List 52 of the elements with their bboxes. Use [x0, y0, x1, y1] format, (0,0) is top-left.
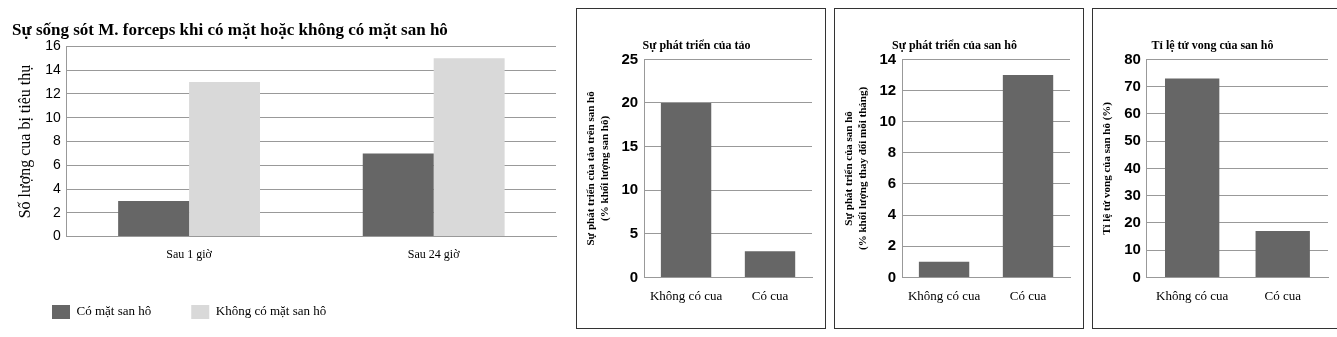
- legend-label: Không có mặt san hô: [215, 303, 327, 319]
- chart-title: Sự phát triển của tảo: [642, 38, 751, 53]
- x-tick-label: Không có cua: [649, 287, 723, 303]
- y-tick-label: 6: [887, 174, 897, 192]
- x-tick-label: Không có cua: [907, 287, 981, 303]
- y-tick-label: 0: [629, 267, 639, 285]
- y-axis-title: Số lượng cua bị tiêu thụ: [15, 64, 34, 219]
- y-tick-label: 80: [1124, 49, 1141, 67]
- chart-title: Sự sống sót M. forceps khi có mặt hoặc không có mặt san hô: [12, 19, 448, 39]
- legend-label: Có mặt san hô: [76, 303, 152, 319]
- y-tick-label: 12: [879, 80, 897, 98]
- y-tick-label: 0: [52, 227, 61, 244]
- y-tick-label: 20: [1124, 213, 1141, 231]
- y-axis-title: Sự phát triển của san hô (% khối lượng thay đổi mỗi tháng): [842, 86, 869, 250]
- x-tick-label: Có cua: [751, 287, 789, 303]
- y-tick-label: 0: [887, 267, 897, 285]
- y-tick-label: 8: [887, 142, 897, 160]
- y-tick-label: 40: [1124, 158, 1141, 176]
- y-tick-label: 30: [1124, 185, 1141, 203]
- x-tick-label: Có cua: [1009, 287, 1047, 303]
- y-tick-label: 5: [629, 223, 639, 241]
- bar: [189, 82, 261, 237]
- y-tick-label: 12: [45, 84, 61, 101]
- y-tick-label: 2: [887, 236, 897, 254]
- y-tick-label: 15: [621, 136, 639, 154]
- x-tick-label: Sau 1 giờ: [166, 246, 213, 261]
- y-tick-label: 60: [1124, 104, 1141, 122]
- x-tick-label: Không có cua: [1156, 287, 1229, 303]
- y-tick-label: 25: [621, 49, 639, 67]
- y-tick-label: 6: [52, 156, 61, 173]
- bar: [433, 58, 505, 237]
- y-tick-label: 10: [879, 111, 897, 129]
- y-tick-label: 8: [52, 132, 61, 149]
- y-tick-label: 50: [1124, 131, 1141, 149]
- y-tick-label: 16: [45, 37, 61, 54]
- y-tick-label: 2: [52, 203, 61, 220]
- y-tick-label: 10: [1124, 240, 1141, 258]
- y-tick-label: 4: [887, 205, 897, 223]
- x-tick-label: Sau 24 giờ: [407, 246, 461, 261]
- y-tick-label: 20: [621, 93, 639, 111]
- x-tick-label: Có cua: [1264, 287, 1302, 303]
- y-axis-title: Sự phát triển của tảo trên san hô (% khối lượng san hô): [584, 90, 611, 246]
- y-tick-label: 70: [1124, 76, 1141, 94]
- chart-title: Tỉ lệ tử vong của san hô: [1151, 38, 1274, 53]
- y-tick-label: 4: [52, 179, 61, 196]
- y-tick-label: 10: [621, 180, 639, 198]
- y-axis-title: Tỉ lệ tử vong của san hô (%): [1100, 101, 1114, 235]
- y-tick-label: 0: [1132, 267, 1141, 285]
- bar: [362, 153, 434, 237]
- bar: [118, 200, 190, 237]
- y-tick-label: 14: [45, 61, 61, 78]
- y-tick-label: 10: [45, 108, 61, 125]
